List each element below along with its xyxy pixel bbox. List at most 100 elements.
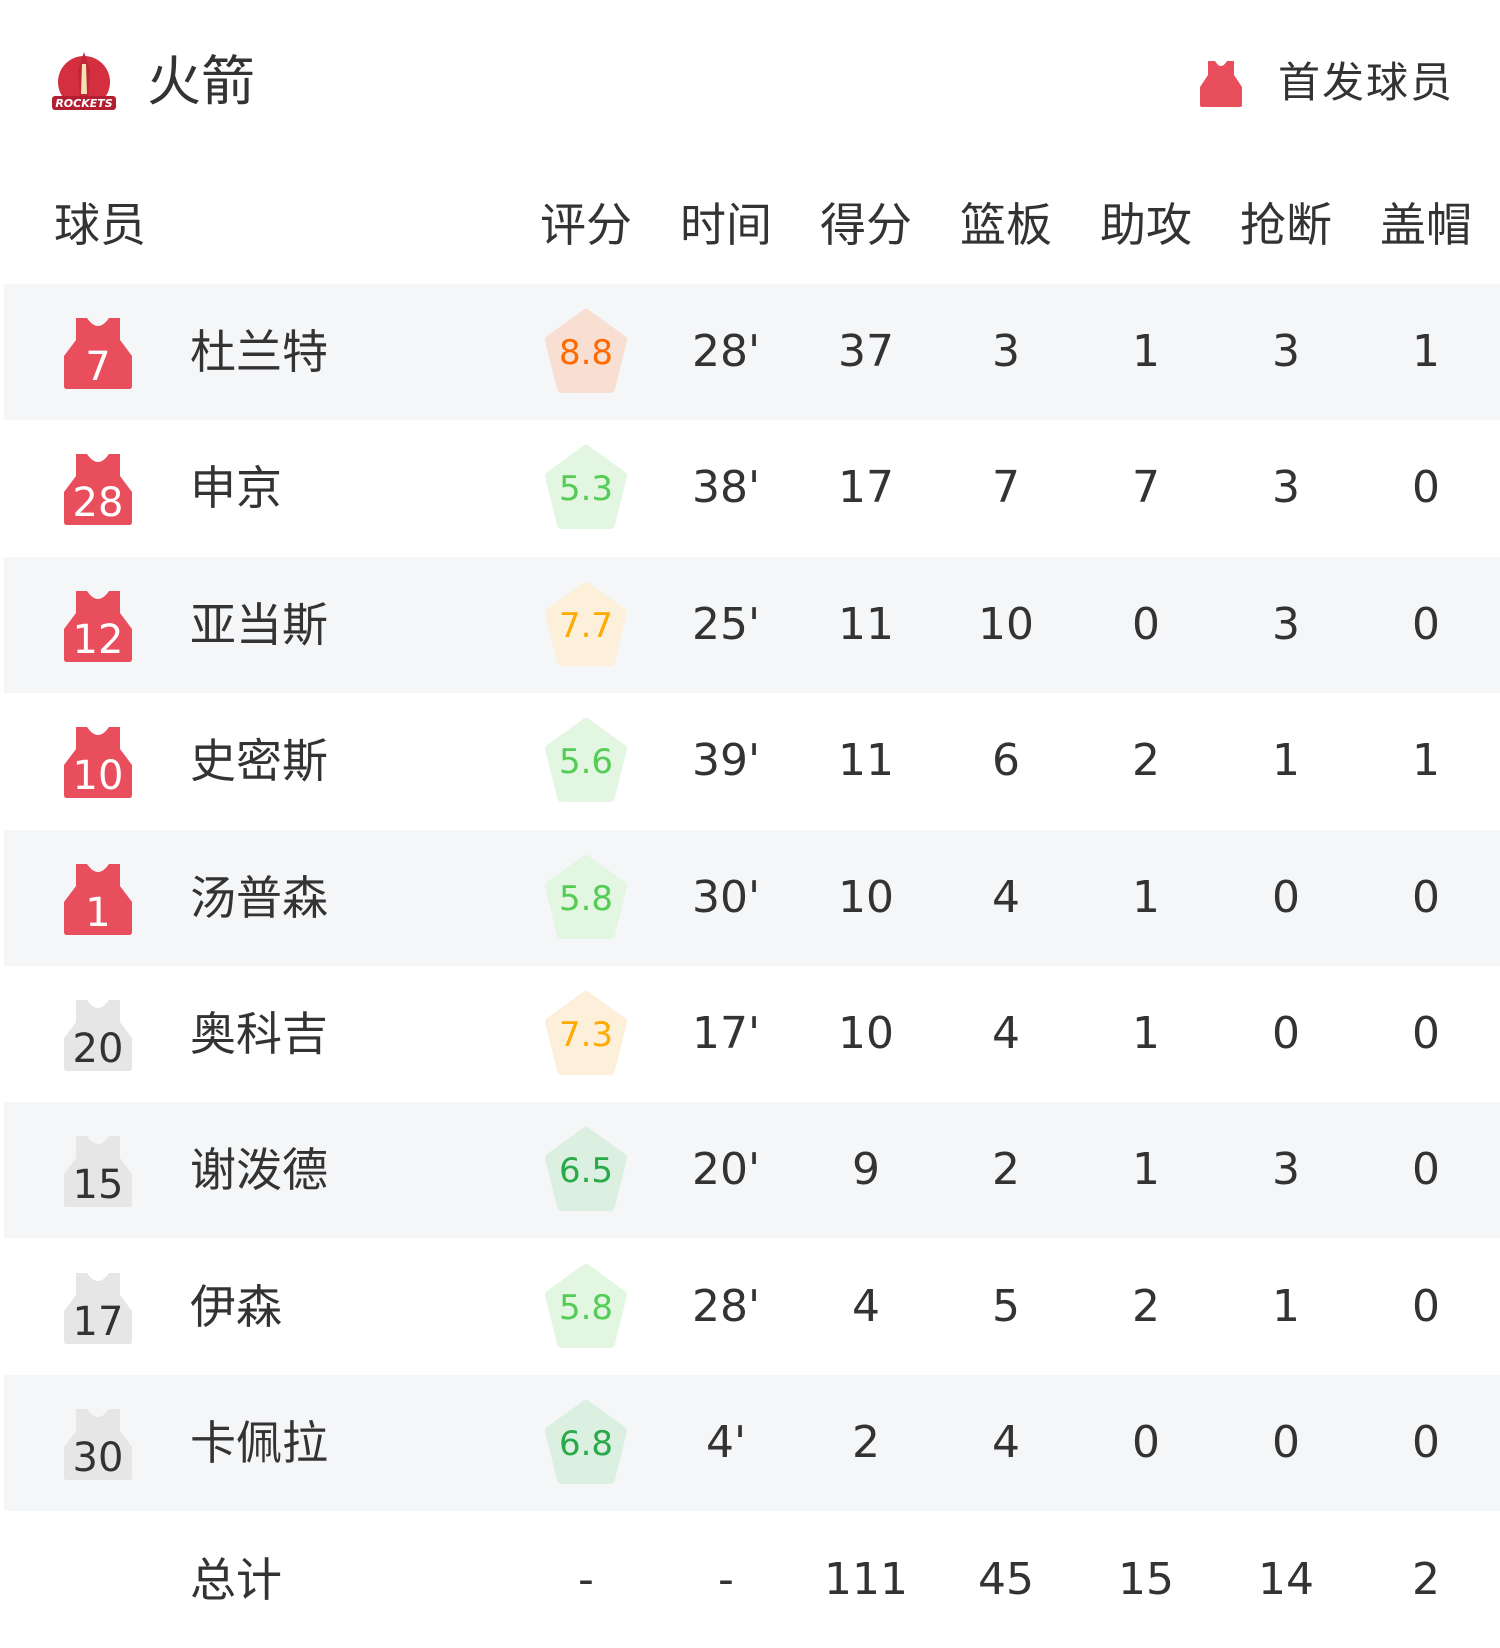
stat-points: 2 (852, 1417, 880, 1469)
totals-time: - (718, 1554, 734, 1605)
stat-minutes: 20' (691, 1144, 761, 1196)
rating-badge: 6.5 (544, 1126, 628, 1214)
stat-points: 17 (838, 462, 894, 514)
player-row[interactable]: 12 亚当斯 7.7 25' 11 10 0 3 0 (4, 556, 1500, 693)
stat-minutes: 28' (691, 326, 761, 377)
player-name[interactable]: 伊森 (190, 1279, 282, 1334)
starter-legend: 首发球员 (1198, 55, 1454, 111)
jersey-icon: 15 (62, 1134, 134, 1208)
player-name[interactable]: 申京 (190, 461, 282, 516)
stat-assists: 1 (1132, 1008, 1160, 1059)
header-time[interactable]: 时间 (680, 198, 772, 252)
stat-blocks: 0 (1412, 462, 1440, 514)
totals-points: 111 (824, 1554, 908, 1605)
rating-value: 5.8 (558, 1287, 614, 1328)
header-assists[interactable]: 助攻 (1100, 198, 1192, 252)
jersey-icon: 7 (62, 316, 134, 390)
player-row[interactable]: 20 奥科吉 7.3 17' 10 4 1 0 0 (4, 966, 1500, 1102)
header-points[interactable]: 得分 (820, 198, 912, 252)
stat-rebounds: 4 (992, 871, 1020, 923)
player-row[interactable]: 15 谢泼德 6.5 20' 9 2 1 3 0 (4, 1102, 1500, 1239)
jersey-number: 30 (72, 1435, 124, 1482)
stat-blocks: 1 (1412, 735, 1440, 787)
stat-assists: 7 (1132, 462, 1160, 514)
rating-badge: 5.6 (544, 717, 628, 805)
rating-badge: 6.8 (544, 1399, 628, 1487)
stat-assists: 1 (1132, 1144, 1160, 1196)
player-name[interactable]: 汤普森 (190, 870, 328, 925)
totals-rebounds: 45 (978, 1554, 1034, 1605)
player-name[interactable]: 谢泼德 (190, 1143, 328, 1198)
stat-steals: 3 (1272, 326, 1300, 377)
stat-steals: 0 (1272, 1417, 1300, 1469)
stat-minutes: 25' (691, 598, 761, 650)
stat-steals: 1 (1272, 735, 1300, 787)
jersey-icon: 20 (62, 998, 134, 1072)
stat-assists: 2 (1132, 1280, 1160, 1332)
stat-blocks: 0 (1412, 871, 1440, 923)
jersey-number: 20 (72, 1026, 124, 1072)
stat-points: 10 (838, 1008, 894, 1059)
stat-assists: 0 (1132, 1417, 1160, 1469)
stat-blocks: 0 (1412, 1280, 1440, 1332)
jersey-number: 10 (72, 753, 124, 800)
jersey-icon: 10 (62, 725, 134, 799)
stat-steals: 0 (1272, 871, 1300, 923)
rating-badge: 7.3 (544, 990, 628, 1078)
stat-points: 11 (838, 735, 894, 787)
stat-assists: 1 (1132, 871, 1160, 923)
stat-points: 4 (852, 1280, 880, 1332)
stat-rebounds: 7 (992, 462, 1020, 514)
rating-value: 7.7 (558, 605, 614, 646)
player-name[interactable]: 亚当斯 (190, 597, 328, 652)
header-steals[interactable]: 抢断 (1240, 198, 1332, 252)
player-row[interactable]: 7 杜兰特 8.8 28' 37 3 1 3 1 (4, 284, 1500, 420)
player-row[interactable]: 28 申京 5.3 38' 17 7 7 3 0 (4, 420, 1500, 556)
player-row[interactable]: 10 史密斯 5.6 39' 11 6 2 1 1 (4, 693, 1500, 829)
totals-steals: 14 (1258, 1554, 1314, 1605)
jersey-number: 12 (72, 616, 124, 663)
rating-value: 5.8 (558, 878, 614, 919)
stat-minutes: 39' (691, 735, 761, 787)
rating-badge: 5.8 (544, 854, 628, 942)
stat-steals: 1 (1272, 1280, 1300, 1332)
stat-assists: 0 (1132, 598, 1160, 650)
player-name[interactable]: 杜兰特 (190, 325, 328, 379)
rating-badge: 7.7 (544, 581, 628, 669)
totals-label: 总计 (190, 1553, 282, 1607)
player-row[interactable]: 17 伊森 5.8 28' 4 5 2 1 0 (4, 1239, 1500, 1375)
player-row[interactable]: 30 卡佩拉 6.8 4' 2 4 0 0 0 (4, 1375, 1500, 1512)
player-name[interactable]: 史密斯 (190, 734, 328, 789)
stat-steals: 0 (1272, 1008, 1300, 1059)
svg-text:ROCKETS: ROCKETS (55, 97, 112, 110)
jersey-number: 28 (72, 480, 124, 527)
team-logo: ROCKETS (50, 50, 118, 118)
player-name[interactable]: 卡佩拉 (190, 1416, 328, 1471)
stat-rebounds: 6 (992, 735, 1020, 787)
stat-rebounds: 4 (992, 1417, 1020, 1469)
stat-blocks: 0 (1412, 1144, 1440, 1196)
stat-minutes: 4' (705, 1417, 747, 1469)
stat-minutes: 30' (691, 871, 761, 923)
stat-points: 10 (838, 871, 894, 923)
stat-assists: 1 (1132, 326, 1160, 377)
rating-badge: 5.3 (544, 444, 628, 532)
rating-value: 8.8 (558, 333, 614, 373)
team-header: ROCKETS 火箭 首发球员 (0, 0, 1500, 160)
player-row[interactable]: 1 汤普森 5.8 30' 10 4 1 0 0 (4, 829, 1500, 966)
stat-points: 9 (852, 1144, 880, 1196)
totals-assists: 15 (1118, 1554, 1174, 1605)
header-rebounds[interactable]: 篮板 (960, 198, 1052, 252)
rating-value: 6.8 (558, 1424, 614, 1465)
jersey-number: 17 (72, 1298, 124, 1345)
jersey-icon: 12 (62, 589, 134, 663)
stat-minutes: 28' (691, 1280, 761, 1332)
team-name: 火箭 (147, 50, 255, 113)
jersey-icon: 17 (62, 1271, 134, 1345)
player-name[interactable]: 奥科吉 (190, 1007, 328, 1061)
stat-blocks: 1 (1412, 326, 1440, 377)
header-blocks[interactable]: 盖帽 (1380, 198, 1472, 252)
jersey-number: 1 (85, 889, 111, 936)
stat-points: 11 (838, 598, 894, 650)
header-rating[interactable]: 评分 (540, 198, 632, 252)
